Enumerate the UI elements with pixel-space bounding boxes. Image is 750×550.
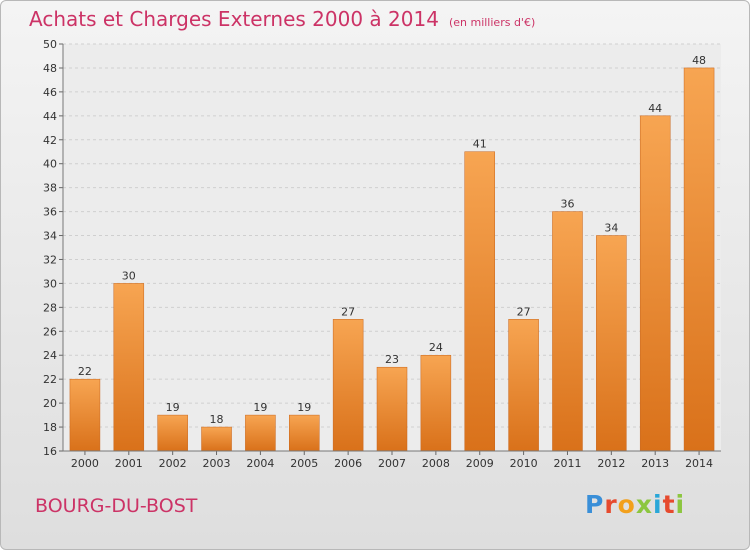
value-label: 19 — [166, 401, 180, 414]
y-tick-label: 42 — [43, 134, 57, 147]
value-label: 19 — [297, 401, 311, 414]
x-tick-label: 2000 — [71, 457, 99, 470]
value-label: 44 — [648, 102, 662, 115]
y-tick-label: 44 — [43, 110, 57, 123]
bar — [289, 414, 320, 452]
value-labels: 22 30 19 18 19 19 27 23 24 41 27 36 34 44 48 — [78, 54, 706, 426]
x-tick-label: 2010 — [510, 457, 538, 470]
bar — [113, 283, 145, 452]
value-label: 48 — [692, 54, 706, 67]
x-tick-label: 2008 — [422, 457, 450, 470]
y-tick-label: 34 — [43, 230, 57, 243]
x-tick-label: 2012 — [597, 457, 625, 470]
x-axis: 2000 2001 2002 2003 2004 2005 2006 2007 2008 2009… — [63, 450, 721, 470]
y-tick-label: 20 — [43, 397, 57, 410]
value-label: 27 — [517, 305, 531, 318]
bar — [420, 354, 452, 452]
value-label: 41 — [473, 138, 487, 151]
x-tick-label: 2007 — [378, 457, 406, 470]
bar — [201, 426, 232, 452]
y-tick-label: 48 — [43, 62, 57, 75]
logo-letter: r — [604, 490, 618, 519]
bar — [552, 211, 583, 452]
y-tick-label: 38 — [43, 182, 57, 195]
x-tick-label: 2003 — [203, 457, 231, 470]
x-tick-label: 2001 — [115, 457, 143, 470]
y-tick-label: 50 — [43, 38, 57, 51]
logo-letter: t — [662, 490, 676, 519]
chart-subtitle: (en milliers d'€) — [448, 16, 536, 29]
commune-name: BOURG-DU-BOST — [35, 495, 198, 517]
value-label: 27 — [341, 305, 355, 318]
x-tick-label: 2002 — [159, 457, 187, 470]
bar — [69, 378, 101, 452]
chart-title: Achats et Charges Externes 2000 à 2014 (e… — [29, 7, 535, 31]
y-tick-label: 24 — [43, 349, 57, 362]
y-tick-label: 28 — [43, 301, 57, 314]
chart-title-text: Achats et Charges Externes 2000 à 2014 — [29, 7, 439, 31]
value-label: 24 — [429, 341, 443, 354]
bar — [376, 366, 408, 452]
value-label: 18 — [210, 413, 224, 426]
x-tick-label: 2004 — [246, 457, 274, 470]
bar — [639, 115, 671, 452]
x-tick-label: 2009 — [466, 457, 494, 470]
bar — [245, 414, 276, 452]
bar — [596, 235, 627, 452]
x-tick-label: 2013 — [641, 457, 669, 470]
x-tick-label: 2014 — [685, 457, 713, 470]
x-tick-label: 2011 — [553, 457, 581, 470]
bar — [508, 319, 539, 452]
logo-letter: o — [617, 490, 636, 519]
bar — [464, 151, 495, 452]
x-tick-label: 2006 — [334, 457, 362, 470]
bar — [683, 67, 715, 452]
y-axis: 16 18 20 22 24 26 28 30 32 34 36 38 40 42 44 46 48 50 — [43, 38, 64, 458]
x-tick-label: 2005 — [290, 457, 318, 470]
logo-letter: i — [675, 490, 686, 519]
y-tick-label: 46 — [43, 86, 57, 99]
value-label: 19 — [253, 401, 267, 414]
y-tick-label: 18 — [43, 421, 57, 434]
bar — [157, 414, 188, 452]
value-label: 36 — [560, 198, 574, 211]
logo-letter: x — [635, 490, 653, 519]
y-tick-label: 30 — [43, 277, 57, 290]
logo-letter: P — [585, 490, 605, 519]
y-tick-label: 32 — [43, 253, 57, 266]
bars — [69, 67, 715, 452]
value-label: 22 — [78, 365, 92, 378]
y-tick-label: 22 — [43, 373, 57, 386]
y-tick-label: 26 — [43, 325, 57, 338]
logo-letter: i — [653, 490, 663, 519]
y-tick-label: 16 — [43, 445, 57, 458]
value-label: 30 — [122, 269, 136, 282]
value-label: 34 — [604, 222, 618, 235]
y-tick-label: 36 — [43, 206, 57, 219]
y-tick-label: 40 — [43, 158, 57, 171]
bar — [332, 319, 364, 452]
proxiti-logo: Proxiti — [585, 490, 685, 519]
value-label: 23 — [385, 353, 399, 366]
